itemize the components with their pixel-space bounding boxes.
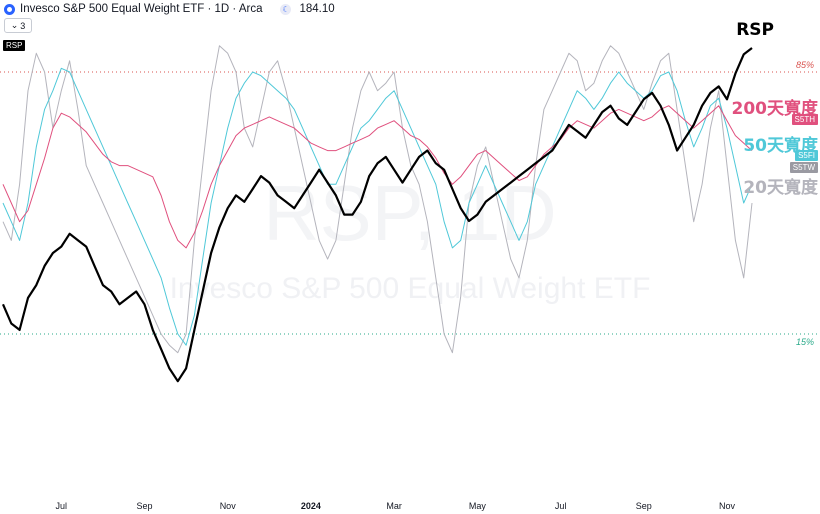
symbol-logo-icon [4,3,15,15]
symbol-tag: RSP [3,40,26,51]
x-tick-label: Sep [136,501,152,511]
last-price: 184.10 [299,3,335,15]
breadth-20-label: 20天寬度 [743,178,818,198]
chevron-down-icon: ⌄ [10,20,19,30]
s5fi-tag: S5FI [795,150,818,161]
watermark-small: Invesco S&P 500 Equal Weight ETF [170,272,651,305]
level-label-85: 85% [796,60,814,70]
x-tick-label: 2024 [301,501,321,511]
x-tick-label: Jul [56,501,68,511]
indicator-count: 3 [20,20,26,31]
level-label-15: 15% [796,337,814,347]
chart-header: Invesco S&P 500 Equal Weight ETF · 1D · … [4,2,335,16]
breadth-50-line [2,67,753,346]
x-tick-label: Nov [719,501,736,511]
breadth-20-line [2,45,753,354]
s5th-tag: S5TH [791,114,818,125]
rsp-line [1,47,753,383]
x-tick-label: Nov [220,501,237,511]
s5tw-tag: S5TW [789,162,818,173]
rsp-label: RSP [736,20,774,40]
chart-title: Invesco S&P 500 Equal Weight ETF · 1D · … [20,3,263,15]
breadth-200-line [2,105,753,249]
moon-icon[interactable]: ☾ [280,3,292,15]
x-tick-label: Mar [386,501,402,511]
x-tick-label: Jul [555,501,567,511]
x-tick-label: Sep [636,501,652,511]
x-tick-label: May [469,501,487,511]
collapse-indicators-button[interactable]: ⌄ 3 [4,18,32,33]
